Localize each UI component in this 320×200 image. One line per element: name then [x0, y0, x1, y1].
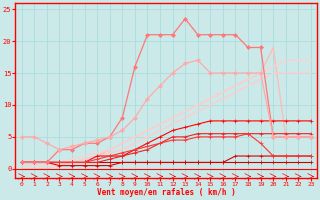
X-axis label: Vent moyen/en rafales ( km/h ): Vent moyen/en rafales ( km/h ) [97, 188, 236, 197]
